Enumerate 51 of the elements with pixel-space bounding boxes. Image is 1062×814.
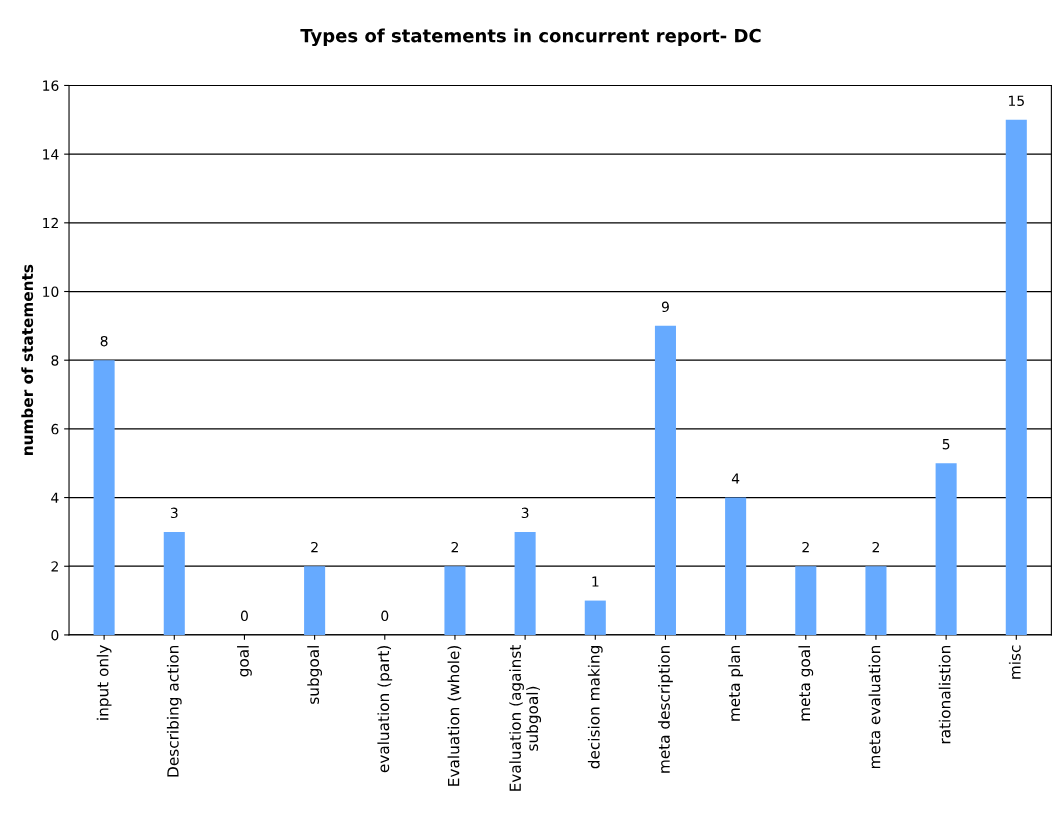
data-label: 9 [661,301,669,313]
x-tick-label: misc [1008,645,1021,679]
bar [163,531,185,635]
x-tick-label: input only [96,645,112,720]
data-label: 3 [521,507,529,519]
y-tick-label: 14 [43,149,59,160]
x-tick-label: goal [237,646,252,677]
bar [444,566,466,635]
x-tick-label: Describing action [166,645,182,777]
bar [1005,119,1027,635]
data-label: 2 [311,541,318,553]
x-tick-label: meta goal [798,646,814,721]
y-tick-label: 4 [51,492,59,503]
data-label: 2 [802,541,809,553]
x-tick-label: Evaluation (whole) [447,645,462,786]
data-label: 15 [1008,95,1024,107]
data-label: 0 [240,610,248,622]
x-tick-label: meta plan [728,645,744,721]
y-tick-label: 8 [51,355,59,366]
x-tick-label: evaluation (part) [377,645,393,773]
bar [865,566,887,635]
x-tick-label: meta evaluation [868,645,881,769]
bar [93,360,115,635]
x-tick-label: Evaluation (against subgoal) [509,645,542,791]
data-label: 2 [451,541,458,553]
bar [935,463,957,635]
y-tick-label: 16 [43,80,59,91]
y-tick-label: 2 [51,561,58,572]
x-tick-label: decision making [587,646,603,769]
y-tick-label: 10 [43,286,59,297]
x-tick-label: meta description [658,645,673,773]
y-tick-label: 6 [51,423,59,435]
chart-title: Types of statements in concurrent report- DC [300,28,761,47]
bar [725,497,747,635]
bar [654,325,676,635]
y-tick-label: 0 [51,629,59,641]
data-label: 0 [381,610,389,622]
x-tick-label: subgoal [307,646,323,704]
y-axis-title: number of statements [21,264,34,456]
data-label: 1 [592,576,599,587]
y-tick-label: 12 [43,217,58,229]
bar [514,531,536,635]
bar [795,566,817,635]
data-label: 4 [731,473,740,484]
data-label: 3 [170,507,178,519]
x-tick-label: rationalistion [938,645,951,744]
data-label: 5 [942,439,950,450]
data-label: 8 [100,335,108,347]
data-label: 2 [872,541,879,553]
bar [584,600,606,635]
bar [304,566,326,635]
